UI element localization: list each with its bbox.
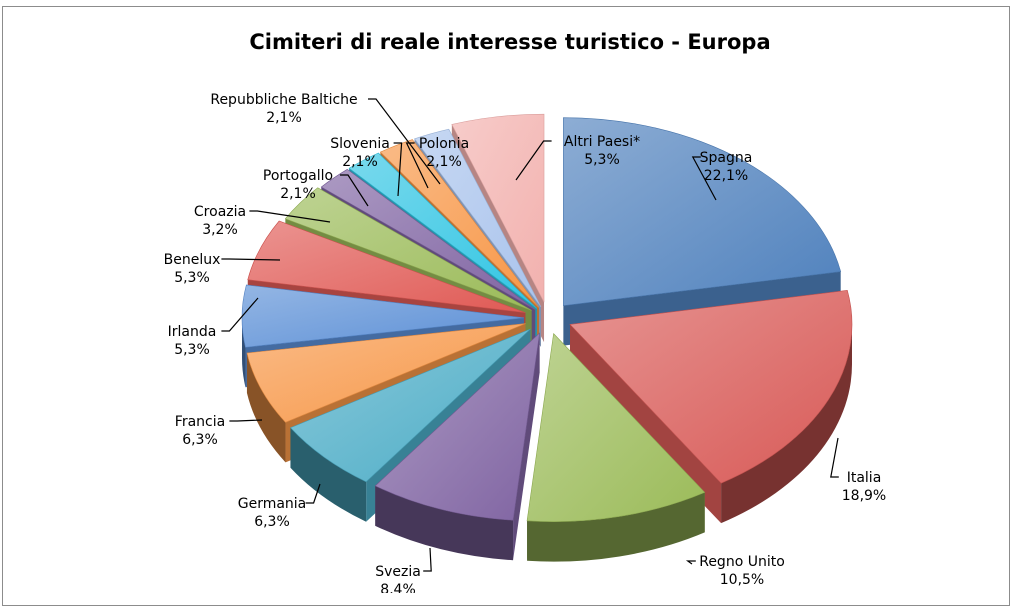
slice-value-svezia: 8,4%: [380, 582, 416, 593]
leader-line-irlanda: [221, 297, 259, 332]
leader-line-germania: [305, 483, 321, 504]
slice-label-regno-unito: Regno Unito: [699, 554, 785, 570]
slice-value-spagna: 22,1%: [704, 168, 748, 184]
leader-line-polonia: [405, 142, 429, 189]
slice-label-germania: Germania: [238, 496, 307, 512]
slice-label-croazia: Croazia: [194, 204, 246, 220]
slice-value-portogallo: 2,1%: [280, 186, 316, 202]
slice-label-portogallo: Portogallo: [263, 168, 333, 184]
slice-label-spagna: Spagna: [700, 150, 753, 166]
slice-value-croazia: 3,2%: [202, 222, 238, 238]
slice-label-francia: Francia: [175, 414, 225, 430]
leader-line-regno-unito: [685, 560, 696, 565]
slice-label-svezia: Svezia: [375, 564, 421, 580]
leader-line-italia: [830, 437, 839, 478]
slice-label-polonia: Polonia: [419, 136, 469, 152]
leader-line-benelux: [221, 258, 281, 261]
slice-label-altri-paesi-: Altri Paesi*: [564, 134, 640, 150]
slice-label-irlanda: Irlanda: [168, 324, 217, 340]
slice-value-germania: 6,3%: [254, 514, 290, 530]
leader-line-altri-paesi-: [515, 140, 552, 181]
slice-value-polonia: 2,1%: [426, 154, 462, 170]
pie-chart: Spagna 22,1% Italia 18,9% Regno Unito 10,5% Sv…: [164, 92, 887, 593]
slice-value-regno-unito: 10,5%: [720, 572, 764, 588]
leader-line-francia: [229, 419, 263, 422]
pie-slice-regno-unito: [526, 332, 706, 562]
slice-value-altri-paesi-: 5,3%: [584, 152, 620, 168]
slice-value-benelux: 5,3%: [174, 270, 210, 286]
leader-line-croazia: [249, 210, 331, 223]
slice-label-benelux: Benelux: [164, 252, 221, 268]
leader-line-spagna: [691, 156, 717, 201]
slice-value-francia: 6,3%: [182, 432, 218, 448]
slice-label-slovenia: Slovenia: [330, 136, 390, 152]
slice-label-italia: Italia: [847, 470, 882, 486]
chart-title: Cimiteri di reale interesse turistico - …: [249, 30, 771, 54]
leader-line-svezia: [423, 547, 432, 572]
slice-value-repubbliche-baltiche: 2,1%: [266, 110, 302, 126]
slice-label-repubbliche-baltiche: Repubbliche Baltiche: [210, 92, 357, 108]
leader-line-slovenia: [393, 142, 403, 197]
pie-slice-svezia: [374, 332, 541, 561]
leader-line-repubbliche-baltiche: [368, 98, 441, 185]
leader-line-portogallo: [340, 174, 369, 207]
slice-value-slovenia: 2,1%: [342, 154, 378, 170]
slice-value-irlanda: 5,3%: [174, 342, 210, 358]
slice-value-italia: 18,9%: [842, 488, 886, 504]
